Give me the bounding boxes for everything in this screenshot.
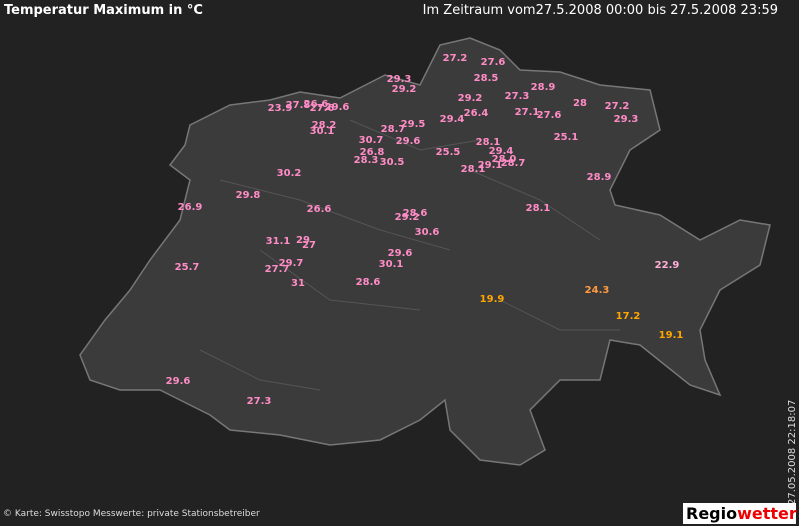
station-value: 26.4	[464, 108, 489, 119]
station-value: 29.7	[279, 258, 304, 269]
title: Temperatur Maximum in °C	[4, 3, 203, 18]
station-value: 26.6	[307, 204, 332, 215]
station-value: 29.6	[166, 376, 191, 387]
station-value: 19.1	[659, 330, 684, 341]
station-value: 30.5	[380, 157, 405, 168]
station-value: 29.2	[392, 84, 417, 95]
period: Im Zeitraum vom27.5.2008 00:00 bis 27.5.…	[423, 3, 778, 18]
station-value: 29.6	[325, 102, 350, 113]
station-value: 29.2	[458, 93, 483, 104]
station-value: 27.8	[286, 100, 311, 111]
station-value: 27.2	[605, 101, 630, 112]
stations: 27.2 27.628.529.329.2 28.927.329.2 28 27.223…	[166, 53, 684, 407]
station-value: 28.1	[461, 164, 486, 175]
station-value: 23.9	[268, 103, 293, 114]
station-value: 30.1	[310, 126, 335, 137]
station-value: 28.7	[381, 124, 406, 135]
station-value: 29.5	[401, 119, 426, 130]
station-value: 27.6	[310, 103, 335, 114]
logo-a: Regio	[686, 504, 737, 523]
station-value: 30.6	[415, 227, 440, 238]
logo-b: wetter	[737, 504, 797, 523]
station-value: 27.6	[481, 57, 506, 68]
station-value: 28.5	[474, 73, 499, 84]
station-value: 30.1	[379, 259, 404, 270]
station-value: 28.0	[492, 154, 517, 165]
station-value: 25.7	[175, 262, 200, 273]
station-value: 28.6	[403, 208, 428, 219]
station-value: 28.1	[476, 137, 501, 148]
station-value: 28.6	[356, 277, 381, 288]
station-value: 28.2	[312, 120, 337, 131]
station-value: 29.1	[478, 160, 503, 171]
station-value: 29.6	[388, 248, 413, 259]
station-value: 26.9	[178, 202, 203, 213]
station-value: 29.3	[614, 114, 639, 125]
station-value: 29.4	[489, 146, 514, 157]
station-value: 27.2	[443, 53, 468, 64]
station-value: 29.2	[395, 212, 420, 223]
station-value: 31.1	[266, 236, 291, 247]
station-value: 26.8	[360, 147, 385, 158]
station-value: 22.9	[655, 260, 680, 271]
country-outline	[79, 37, 771, 466]
station-value: 28	[573, 98, 587, 109]
station-value: 30.2	[277, 168, 302, 179]
station-value: 27.3	[505, 91, 530, 102]
station-value: 28.9	[531, 82, 556, 93]
station-value: 25.1	[554, 132, 579, 143]
station-value: 28.7	[501, 158, 526, 169]
station-value: 27.6	[537, 110, 562, 121]
station-value: 27	[302, 240, 316, 251]
station-value: 17.2	[616, 311, 641, 322]
logo-box	[683, 503, 796, 524]
station-value: 26.6	[304, 99, 329, 110]
terrain-lines	[199, 119, 620, 391]
station-value: 25.5	[436, 147, 461, 158]
station-value: 29.4	[440, 114, 465, 125]
station-value: 27.1	[515, 107, 540, 118]
station-value: 28.9	[587, 172, 612, 183]
station-value: 19.9	[480, 294, 505, 305]
logo: Regiowetter	[686, 504, 797, 523]
station-value: 29.8	[236, 190, 261, 201]
credit: © Karte: Swisstopo Messwerte: private St…	[3, 509, 260, 519]
station-value: 24.3	[585, 285, 610, 296]
station-value: 28.1	[526, 203, 551, 214]
station-value: 28.3	[354, 155, 379, 166]
station-value: 27.7	[265, 264, 290, 275]
station-value: 30.7	[359, 135, 384, 146]
station-value: 29	[296, 235, 310, 246]
station-value: 29.6	[396, 136, 421, 147]
timestamp: 27.05.2008 22:18:07	[787, 400, 798, 505]
station-value: 31	[291, 278, 305, 289]
station-value: 29.3	[387, 74, 412, 85]
station-value: 27.3	[247, 396, 272, 407]
